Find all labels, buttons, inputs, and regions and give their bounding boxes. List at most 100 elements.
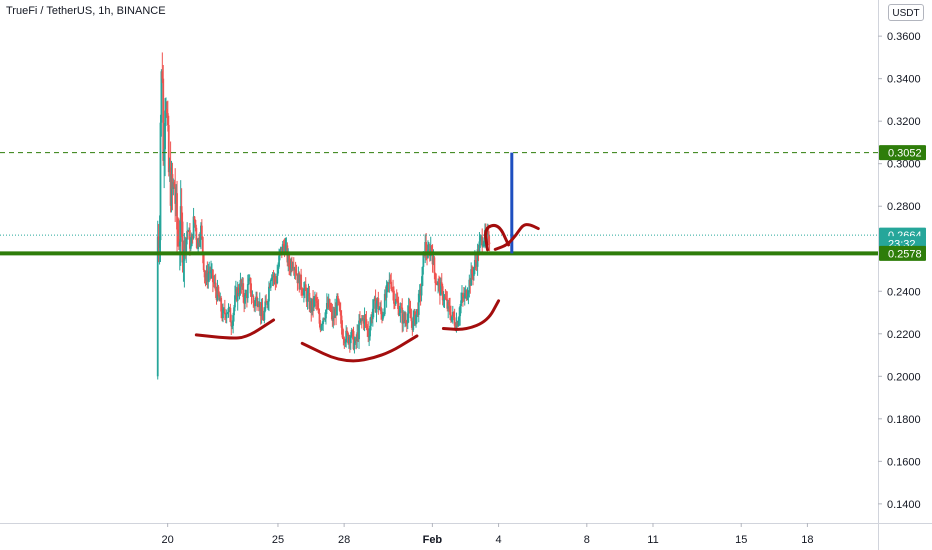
candle-body <box>331 310 334 322</box>
candle-body <box>284 245 287 253</box>
candle-body <box>325 303 328 310</box>
candle-body <box>395 298 398 301</box>
candle-body <box>346 330 348 333</box>
candle-body <box>294 269 297 274</box>
candle-body <box>330 310 333 312</box>
candle-body <box>393 303 396 305</box>
candle-body <box>474 260 477 263</box>
y-tick-label: 0.3000 <box>887 159 921 171</box>
candle-body <box>249 277 252 294</box>
candle-body <box>226 312 229 314</box>
candle-body <box>463 293 466 299</box>
candle-body <box>295 273 298 275</box>
candle-body <box>182 260 185 263</box>
candle-body <box>342 337 345 339</box>
candle-body <box>422 253 425 267</box>
candle-body <box>434 273 437 284</box>
candle-body <box>232 315 235 326</box>
candle-body <box>357 332 360 340</box>
x-tick-label: 15 <box>735 534 747 546</box>
y-tick-label: 0.2000 <box>887 371 921 383</box>
candle-body <box>304 284 307 291</box>
candle-body <box>427 249 430 251</box>
candle-body <box>415 314 417 325</box>
candle-body <box>243 296 246 304</box>
candle-body <box>352 331 355 350</box>
candle-body <box>483 241 485 244</box>
candle-body <box>202 254 205 271</box>
currency-button[interactable]: USDT <box>888 4 924 21</box>
candle-body <box>214 282 217 291</box>
candle-body <box>442 300 445 302</box>
candle-body <box>437 281 439 286</box>
annotation-arc[interactable] <box>194 318 276 340</box>
candle-body <box>239 279 242 293</box>
candle-body <box>460 300 462 307</box>
candle-body <box>189 246 192 249</box>
candle-body <box>452 311 455 318</box>
x-tick-label: 8 <box>584 534 590 546</box>
candle-body <box>336 296 339 300</box>
candle-body <box>311 298 314 313</box>
candle-body <box>328 299 331 310</box>
candle-body <box>312 298 314 308</box>
candle-body <box>338 302 341 311</box>
candle-body <box>374 297 377 313</box>
annotation-arc[interactable] <box>484 223 510 252</box>
candle-body <box>159 122 162 241</box>
candle-body <box>456 322 459 327</box>
candle-body <box>298 273 301 290</box>
candle-body <box>314 297 316 299</box>
candle-body <box>458 316 461 321</box>
candle-body <box>283 246 286 253</box>
candle-body <box>317 309 320 313</box>
candle-body <box>441 286 444 301</box>
candle-body <box>301 289 303 294</box>
candle-body <box>278 255 280 267</box>
x-tick-label: 11 <box>647 534 658 546</box>
candle-body <box>443 296 446 301</box>
candle-body <box>344 342 347 344</box>
candle-body <box>373 297 376 300</box>
candle-body <box>424 242 427 256</box>
candle-body <box>259 302 262 317</box>
candle-body <box>229 307 232 323</box>
candle-body <box>416 309 419 315</box>
y-tick-label: 0.3600 <box>887 31 921 43</box>
candle-body <box>225 313 228 319</box>
candle-body <box>365 319 368 326</box>
candle-body <box>242 283 245 297</box>
annotation-arc[interactable] <box>493 223 540 251</box>
candle-body <box>367 328 370 337</box>
candle-body <box>382 314 385 316</box>
price-tag <box>879 245 926 261</box>
candle-body <box>439 282 442 296</box>
x-tick-label: 4 <box>496 534 502 546</box>
candle-body <box>253 302 256 307</box>
candle-body <box>455 322 458 330</box>
candle-body <box>360 318 363 320</box>
candle-body <box>318 312 321 324</box>
candle-body <box>450 314 452 321</box>
x-tick-label: 28 <box>338 534 350 546</box>
candle-body <box>168 167 171 173</box>
candle-body <box>412 316 415 330</box>
candle-body <box>166 113 169 126</box>
candle-body <box>206 270 209 282</box>
candle-body <box>478 241 481 255</box>
candle-body <box>204 277 207 281</box>
annotation-arc[interactable] <box>300 334 419 363</box>
plot-area[interactable] <box>0 0 878 523</box>
candle-body <box>464 290 467 294</box>
candle-body <box>302 289 305 296</box>
candle-body <box>403 313 405 322</box>
candle-body <box>252 295 255 303</box>
candle-body <box>173 182 176 188</box>
annotation-arc[interactable] <box>441 299 501 331</box>
candle-body <box>292 267 295 270</box>
candle-body <box>405 319 407 323</box>
candle-body <box>280 247 283 254</box>
candle-body <box>402 313 405 324</box>
candle-body <box>379 307 382 309</box>
